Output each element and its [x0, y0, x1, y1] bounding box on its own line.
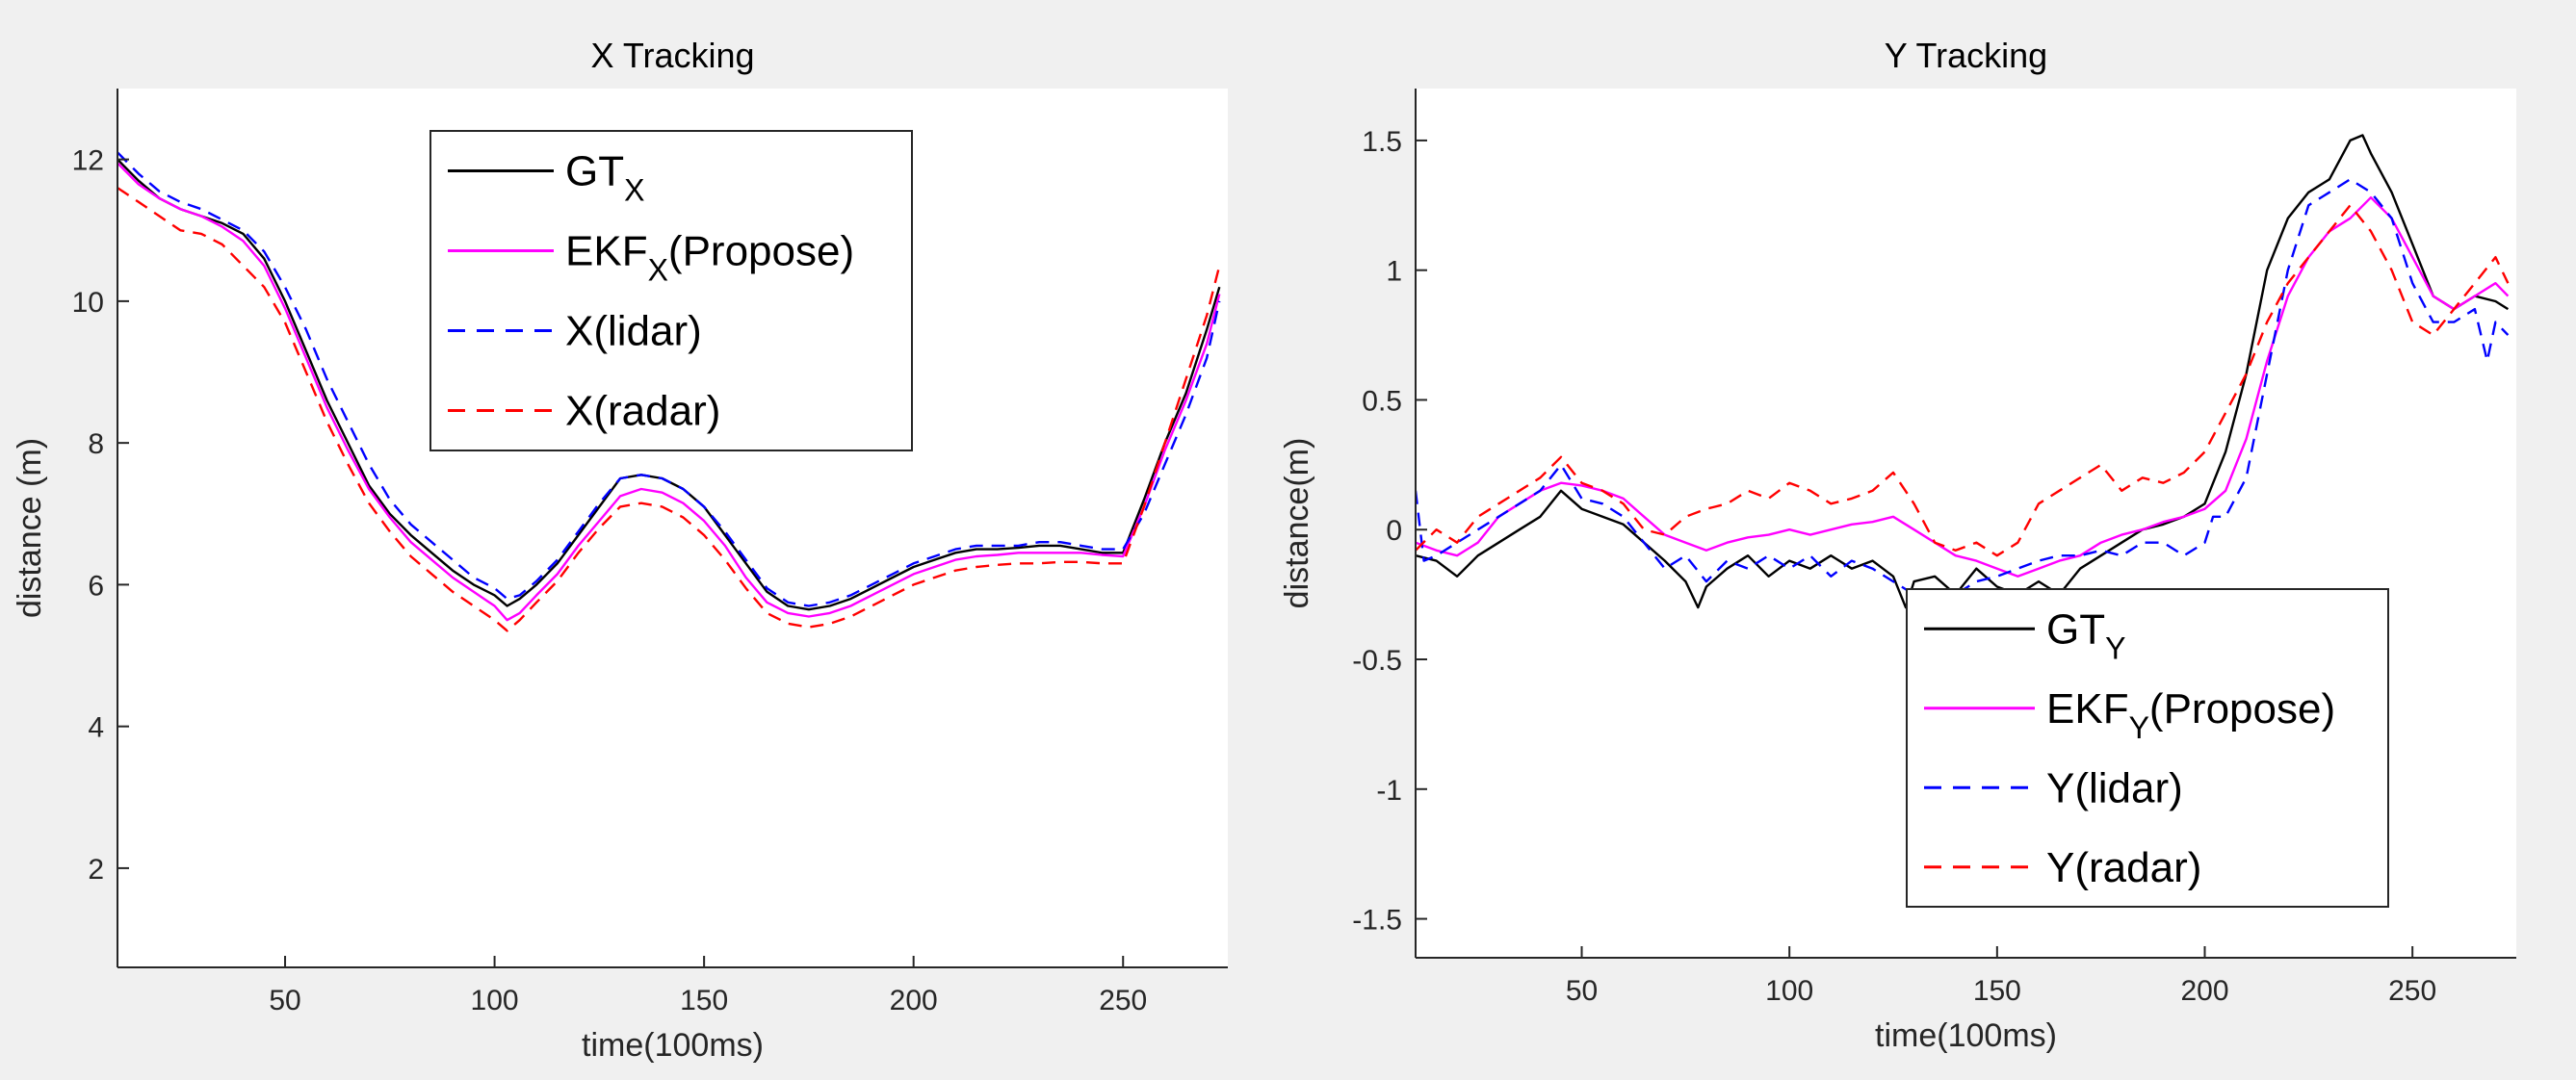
series-line-ekf [117, 162, 1221, 622]
chart-title: X Tracking [590, 36, 754, 75]
y-tracking-panel: Y Tracking 50 100 150 200 250 -1.5 -1 -0.5 0 0.5 1 1… [1279, 36, 2516, 1054]
x-tick-label: 200 [2180, 975, 2228, 1007]
x-axis-label: time(100ms) [1875, 1017, 2057, 1054]
legend-label-gt: GTX [565, 148, 644, 208]
series-line-radar [1416, 204, 2510, 557]
x-tick-label: 150 [1973, 975, 2021, 1007]
x-tick-label: 100 [471, 985, 519, 1016]
series-line-ekf [1416, 195, 2510, 578]
x-axis-label: time(100ms) [582, 1027, 764, 1064]
legend-label-subscript: X [624, 173, 644, 208]
y-axis-label: distance (m) [12, 438, 48, 618]
legend-label-gt: GTY [2046, 605, 2125, 665]
x-tick-label: 100 [1765, 975, 1813, 1007]
legend-label-suffix: (Propose) [2149, 685, 2335, 733]
legend-label-subscript: X [648, 253, 668, 288]
legend-label-main: Y(lidar) [2046, 764, 2183, 811]
legend-label-subscript: Y [2129, 710, 2149, 745]
x-tracking-panel: X Tracking 50 100 150 200 250 2 4 6 8 10 12 time(100… [12, 36, 1228, 1064]
legend-label-ekf: EKFY(Propose) [2046, 685, 2335, 745]
y-tick-label: 2 [88, 854, 104, 886]
y-tick-label: 1.5 [1362, 126, 1402, 158]
chart-title: Y Tracking [1885, 36, 2047, 75]
y-tick-label: -1 [1376, 775, 1402, 807]
x-tick-label: 200 [890, 985, 938, 1016]
legend-label-suffix: (Propose) [668, 228, 854, 275]
legend-label-main: X(lidar) [565, 308, 702, 355]
legend-label-subscript: Y [2105, 630, 2125, 665]
y-tick-label: 0.5 [1362, 385, 1402, 417]
y-tick-label: -1.5 [1352, 905, 1402, 937]
x-tick-label: 50 [269, 985, 300, 1016]
series-line-lidar [1416, 178, 2510, 609]
x-tick-label: 150 [680, 985, 728, 1016]
legend-label-main: GT [2046, 605, 2105, 653]
y-tick-label: 6 [88, 570, 104, 602]
y-tick-label: 12 [72, 145, 104, 177]
legend-label-radar: Y(radar) [2046, 844, 2201, 891]
legend-label-main: EKF [565, 228, 648, 275]
legend-label-main: EKF [2046, 685, 2129, 733]
legend-label-main: GT [565, 148, 624, 195]
legend-label-main: Y(radar) [2046, 844, 2201, 891]
legend-label-main: X(radar) [565, 388, 720, 435]
series-line-radar [117, 187, 1221, 632]
legend-label-lidar: X(lidar) [565, 308, 702, 355]
legend-label-ekf: EKFX(Propose) [565, 228, 854, 288]
y-tick-label: -0.5 [1352, 645, 1402, 677]
x-tick-label: 50 [1566, 975, 1598, 1007]
y-tick-label: 4 [88, 712, 104, 744]
legend-label-radar: X(radar) [565, 388, 720, 435]
series-line-lidar [117, 151, 1221, 607]
y-tick-label: 0 [1386, 515, 1402, 547]
y-tick-label: 8 [88, 428, 104, 460]
x-tick-label: 250 [2388, 975, 2436, 1007]
legend-box [1906, 588, 2389, 908]
legend-label-lidar: Y(lidar) [2046, 764, 2183, 811]
y-tick-label: 1 [1386, 256, 1402, 288]
legend-box [429, 130, 913, 451]
y-tick-label: 10 [72, 287, 104, 319]
x-tick-label: 250 [1099, 985, 1147, 1016]
y-axis-label: distance(m) [1279, 438, 1315, 609]
series-group [117, 151, 1221, 632]
